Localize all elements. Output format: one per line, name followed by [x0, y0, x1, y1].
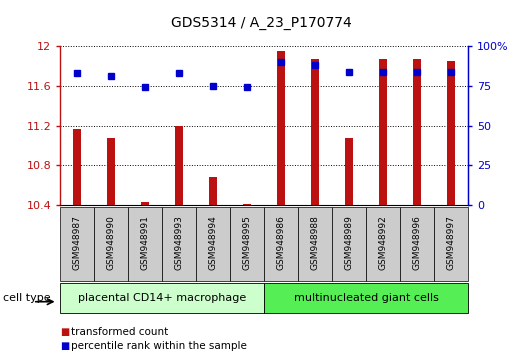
Bar [196, 207, 230, 281]
Bar [345, 138, 354, 205]
Text: GSM948991: GSM948991 [141, 215, 150, 270]
Bar [60, 283, 264, 313]
Bar [447, 61, 456, 205]
Text: GSM948994: GSM948994 [209, 215, 218, 270]
Text: GSM948997: GSM948997 [447, 215, 456, 270]
Bar [175, 126, 184, 205]
Bar [73, 129, 82, 205]
Text: percentile rank within the sample: percentile rank within the sample [71, 341, 246, 351]
Text: ■: ■ [60, 327, 70, 337]
Bar [264, 283, 468, 313]
Text: multinucleated giant cells: multinucleated giant cells [293, 293, 439, 303]
Bar [94, 207, 128, 281]
Text: ■: ■ [60, 341, 70, 351]
Text: GSM948996: GSM948996 [413, 215, 422, 270]
Bar [209, 177, 218, 205]
Bar [311, 59, 320, 205]
Text: cell type: cell type [3, 293, 50, 303]
Text: transformed count: transformed count [71, 327, 168, 337]
Bar [128, 207, 162, 281]
Text: GSM948987: GSM948987 [73, 215, 82, 270]
Bar [243, 204, 252, 205]
Bar [413, 59, 422, 205]
Bar [264, 207, 298, 281]
Text: placental CD14+ macrophage: placental CD14+ macrophage [78, 293, 246, 303]
Text: GSM948992: GSM948992 [379, 215, 388, 270]
Text: GSM948993: GSM948993 [175, 215, 184, 270]
Text: GSM948989: GSM948989 [345, 215, 354, 270]
Text: GSM948990: GSM948990 [107, 215, 116, 270]
Text: GSM948986: GSM948986 [277, 215, 286, 270]
Bar [298, 207, 332, 281]
Bar [434, 207, 468, 281]
Bar [400, 207, 434, 281]
Bar [332, 207, 366, 281]
Text: GSM948988: GSM948988 [311, 215, 320, 270]
Text: GSM948995: GSM948995 [243, 215, 252, 270]
Bar [277, 51, 286, 205]
Bar [60, 207, 94, 281]
Bar [141, 202, 150, 205]
Bar [379, 59, 388, 205]
Bar [107, 138, 116, 205]
Bar [230, 207, 264, 281]
Bar [366, 207, 400, 281]
Bar [162, 207, 196, 281]
Text: GDS5314 / A_23_P170774: GDS5314 / A_23_P170774 [171, 16, 352, 30]
